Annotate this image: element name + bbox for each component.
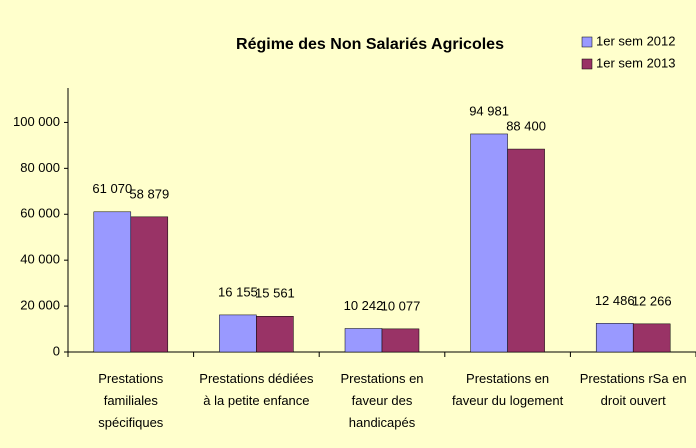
value-label: 12 266 [632, 293, 672, 308]
bar [470, 133, 508, 353]
bar [256, 316, 294, 353]
x-tick-label: Prestations dédiées à la petite enfance [199, 371, 314, 408]
y-tick-label: 0 [53, 343, 60, 358]
y-tick-label: 40 000 [20, 252, 60, 267]
x-tick-label: Prestations rSa en droit ouvert [579, 371, 687, 408]
legend-label: 1er sem 2012 [596, 33, 676, 48]
value-label: 88 400 [506, 119, 546, 134]
bar [381, 328, 420, 353]
bar [595, 323, 634, 353]
legend-label: 1er sem 2013 [596, 55, 676, 70]
bar [632, 323, 671, 353]
chart-title: Régime des Non Salariés Agricoles [236, 36, 504, 53]
value-label: 12 486 [595, 293, 635, 308]
y-tick-label: 20 000 [20, 298, 60, 313]
y-tick-label: 60 000 [20, 206, 60, 221]
x-tick-label: Prestations en faveur du logement [451, 371, 564, 408]
bar [344, 328, 383, 353]
bar [130, 216, 169, 353]
bar [93, 211, 132, 353]
x-tick-label: Prestations en faveur des handicapés [340, 371, 424, 430]
y-tick-label: 80 000 [20, 160, 60, 175]
value-label: 15 561 [255, 286, 295, 301]
value-label: 61 070 [92, 181, 132, 196]
value-label: 58 879 [129, 186, 169, 201]
value-label: 94 981 [469, 103, 509, 118]
value-label: 10 242 [344, 298, 384, 313]
value-label: 16 155 [218, 284, 258, 299]
bar [219, 314, 257, 353]
legend-swatch [581, 36, 593, 48]
value-label: 10 077 [381, 298, 421, 313]
bar [507, 148, 545, 353]
legend-swatch [581, 58, 593, 70]
y-tick-label: 100 000 [13, 114, 60, 129]
x-tick-label: Prestations familiales spécifiques [98, 371, 164, 430]
